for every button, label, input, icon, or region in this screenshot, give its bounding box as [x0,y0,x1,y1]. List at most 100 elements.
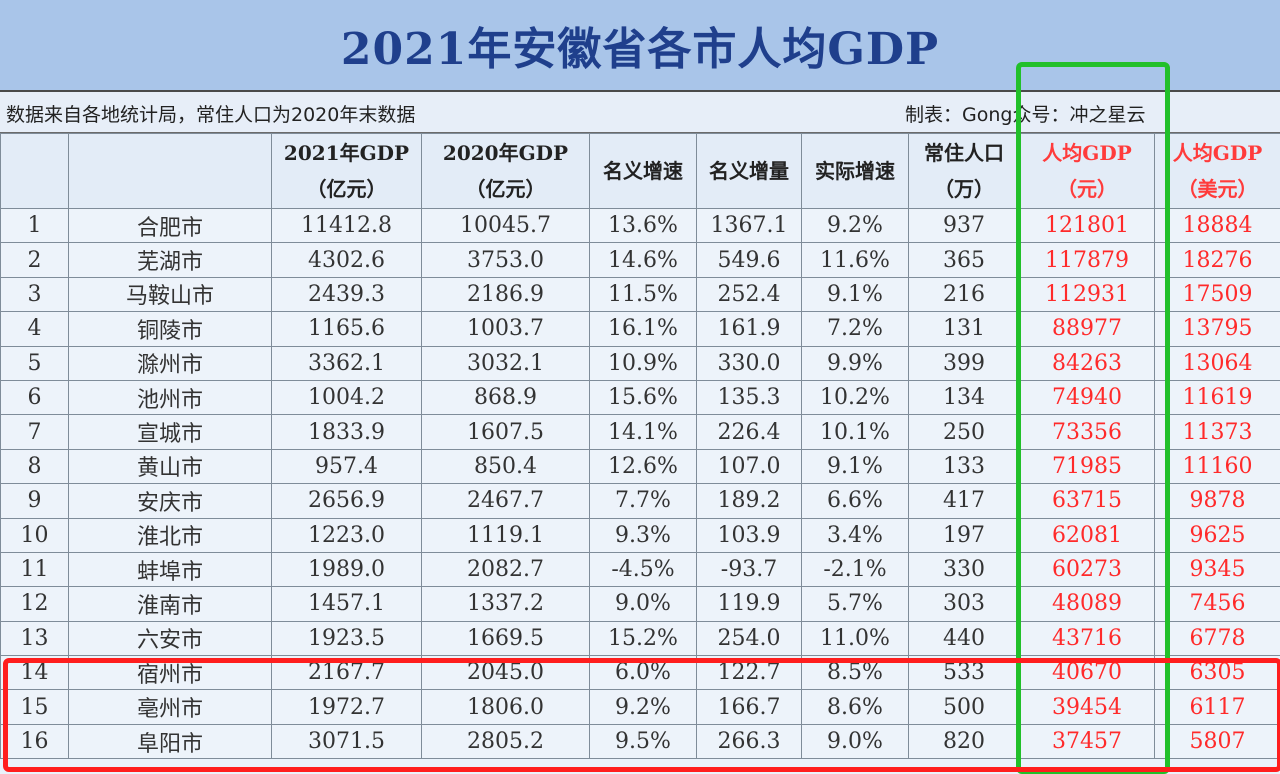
cell-nominal-increase: 122.7 [697,656,802,690]
cell-real-growth: 9.0% [802,724,909,758]
cell-nominal-increase: 226.4 [697,415,802,449]
cell-per-capita-usd: 11619 [1155,380,1280,414]
cell-nominal-increase: 252.4 [697,277,802,311]
cell-real-growth: 11.6% [802,243,909,277]
header-per-capita-usd: 人均GDP （美元） [1155,134,1280,209]
cell-city: 亳州市 [69,690,272,724]
cell-city: 芜湖市 [69,243,272,277]
cell-gdp2021: 3362.1 [272,346,422,380]
cell-nominal-increase: 161.9 [697,312,802,346]
cell-gdp2021: 1972.7 [272,690,422,724]
cell-nominal-increase: 266.3 [697,724,802,758]
cell-rank: 5 [1,346,69,380]
cell-population: 303 [909,587,1020,621]
cell-population: 500 [909,690,1020,724]
cell-per-capita-usd: 9878 [1155,484,1280,518]
cell-gdp2021: 1989.0 [272,552,422,586]
cell-per-capita-usd: 18884 [1155,209,1280,243]
cell-gdp2020: 2045.0 [422,656,590,690]
header-gdp2020: 2020年GDP （亿元） [422,134,590,209]
cell-per-capita-cny: 117879 [1020,243,1155,277]
cell-rank: 2 [1,243,69,277]
header-per-capita-cny-line2: （元） [1020,171,1154,207]
cell-population: 417 [909,484,1020,518]
page-title: 2021年安徽省各市人均GDP [341,13,939,77]
cell-gdp2020: 2186.9 [422,277,590,311]
cell-real-growth: 8.6% [802,690,909,724]
cell-real-growth: 11.0% [802,621,909,655]
cell-per-capita-cny: 74940 [1020,380,1155,414]
cell-rank: 11 [1,552,69,586]
cell-per-capita-cny: 71985 [1020,449,1155,483]
cell-city: 安庆市 [69,484,272,518]
cell-population: 440 [909,621,1020,655]
cell-per-capita-cny: 60273 [1020,552,1155,586]
header-nominal-increase: 名义增量 [697,134,802,209]
cell-gdp2020: 3032.1 [422,346,590,380]
cell-real-growth: 8.5% [802,656,909,690]
cell-gdp2020: 2082.7 [422,552,590,586]
cell-gdp2020: 1003.7 [422,312,590,346]
cell-real-growth: 9.2% [802,209,909,243]
header-per-capita-cny: 人均GDP （元） [1020,134,1155,209]
cell-nominal-growth: 12.6% [590,449,697,483]
cell-nominal-growth: 14.1% [590,415,697,449]
cell-nominal-increase: 135.3 [697,380,802,414]
cell-per-capita-cny: 63715 [1020,484,1155,518]
cell-population: 131 [909,312,1020,346]
header-per-capita-cny-line1: 人均GDP [1020,135,1154,171]
cell-gdp2020: 1607.5 [422,415,590,449]
cell-nominal-growth: 11.5% [590,277,697,311]
cell-nominal-growth: 15.6% [590,380,697,414]
cell-rank: 13 [1,621,69,655]
cell-population: 216 [909,277,1020,311]
cell-per-capita-usd: 9625 [1155,518,1280,552]
cell-real-growth: -2.1% [802,552,909,586]
cell-population: 820 [909,724,1020,758]
cell-city: 铜陵市 [69,312,272,346]
header-city [69,134,272,209]
cell-gdp2020: 1806.0 [422,690,590,724]
header-per-capita-usd-line1: 人均GDP [1155,135,1280,171]
cell-gdp2020: 850.4 [422,449,590,483]
cell-real-growth: 10.1% [802,415,909,449]
cell-gdp2020: 3753.0 [422,243,590,277]
cell-rank: 4 [1,312,69,346]
cell-population: 134 [909,380,1020,414]
cell-nominal-growth: 9.0% [590,587,697,621]
header-gdp2020-line1: 2020年GDP [422,135,589,171]
cell-gdp2021: 2439.3 [272,277,422,311]
cell-gdp2021: 957.4 [272,449,422,483]
cell-per-capita-usd: 17509 [1155,277,1280,311]
cell-rank: 15 [1,690,69,724]
cell-gdp2021: 1923.5 [272,621,422,655]
author-credit: 制表：Gong众号：冲之星云 [905,100,1145,127]
cell-nominal-growth: 6.0% [590,656,697,690]
cell-gdp2020: 1119.1 [422,518,590,552]
cell-gdp2021: 1223.0 [272,518,422,552]
cell-city: 合肥市 [69,209,272,243]
cell-population: 133 [909,449,1020,483]
cell-city: 淮南市 [69,587,272,621]
title-bar: 2021年安徽省各市人均GDP [0,0,1280,92]
header-population: 常住人口 （万） [909,134,1020,209]
cell-nominal-increase: 1367.1 [697,209,802,243]
cell-per-capita-usd: 6117 [1155,690,1280,724]
cell-nominal-growth: 15.2% [590,621,697,655]
cell-city: 宣城市 [69,415,272,449]
cell-real-growth: 6.6% [802,484,909,518]
cell-per-capita-cny: 40670 [1020,656,1155,690]
cell-nominal-increase: 119.9 [697,587,802,621]
cell-per-capita-cny: 43716 [1020,621,1155,655]
cell-population: 197 [909,518,1020,552]
cell-per-capita-usd: 5807 [1155,724,1280,758]
header-gdp2020-line2: （亿元） [422,171,589,207]
cell-gdp2021: 1833.9 [272,415,422,449]
